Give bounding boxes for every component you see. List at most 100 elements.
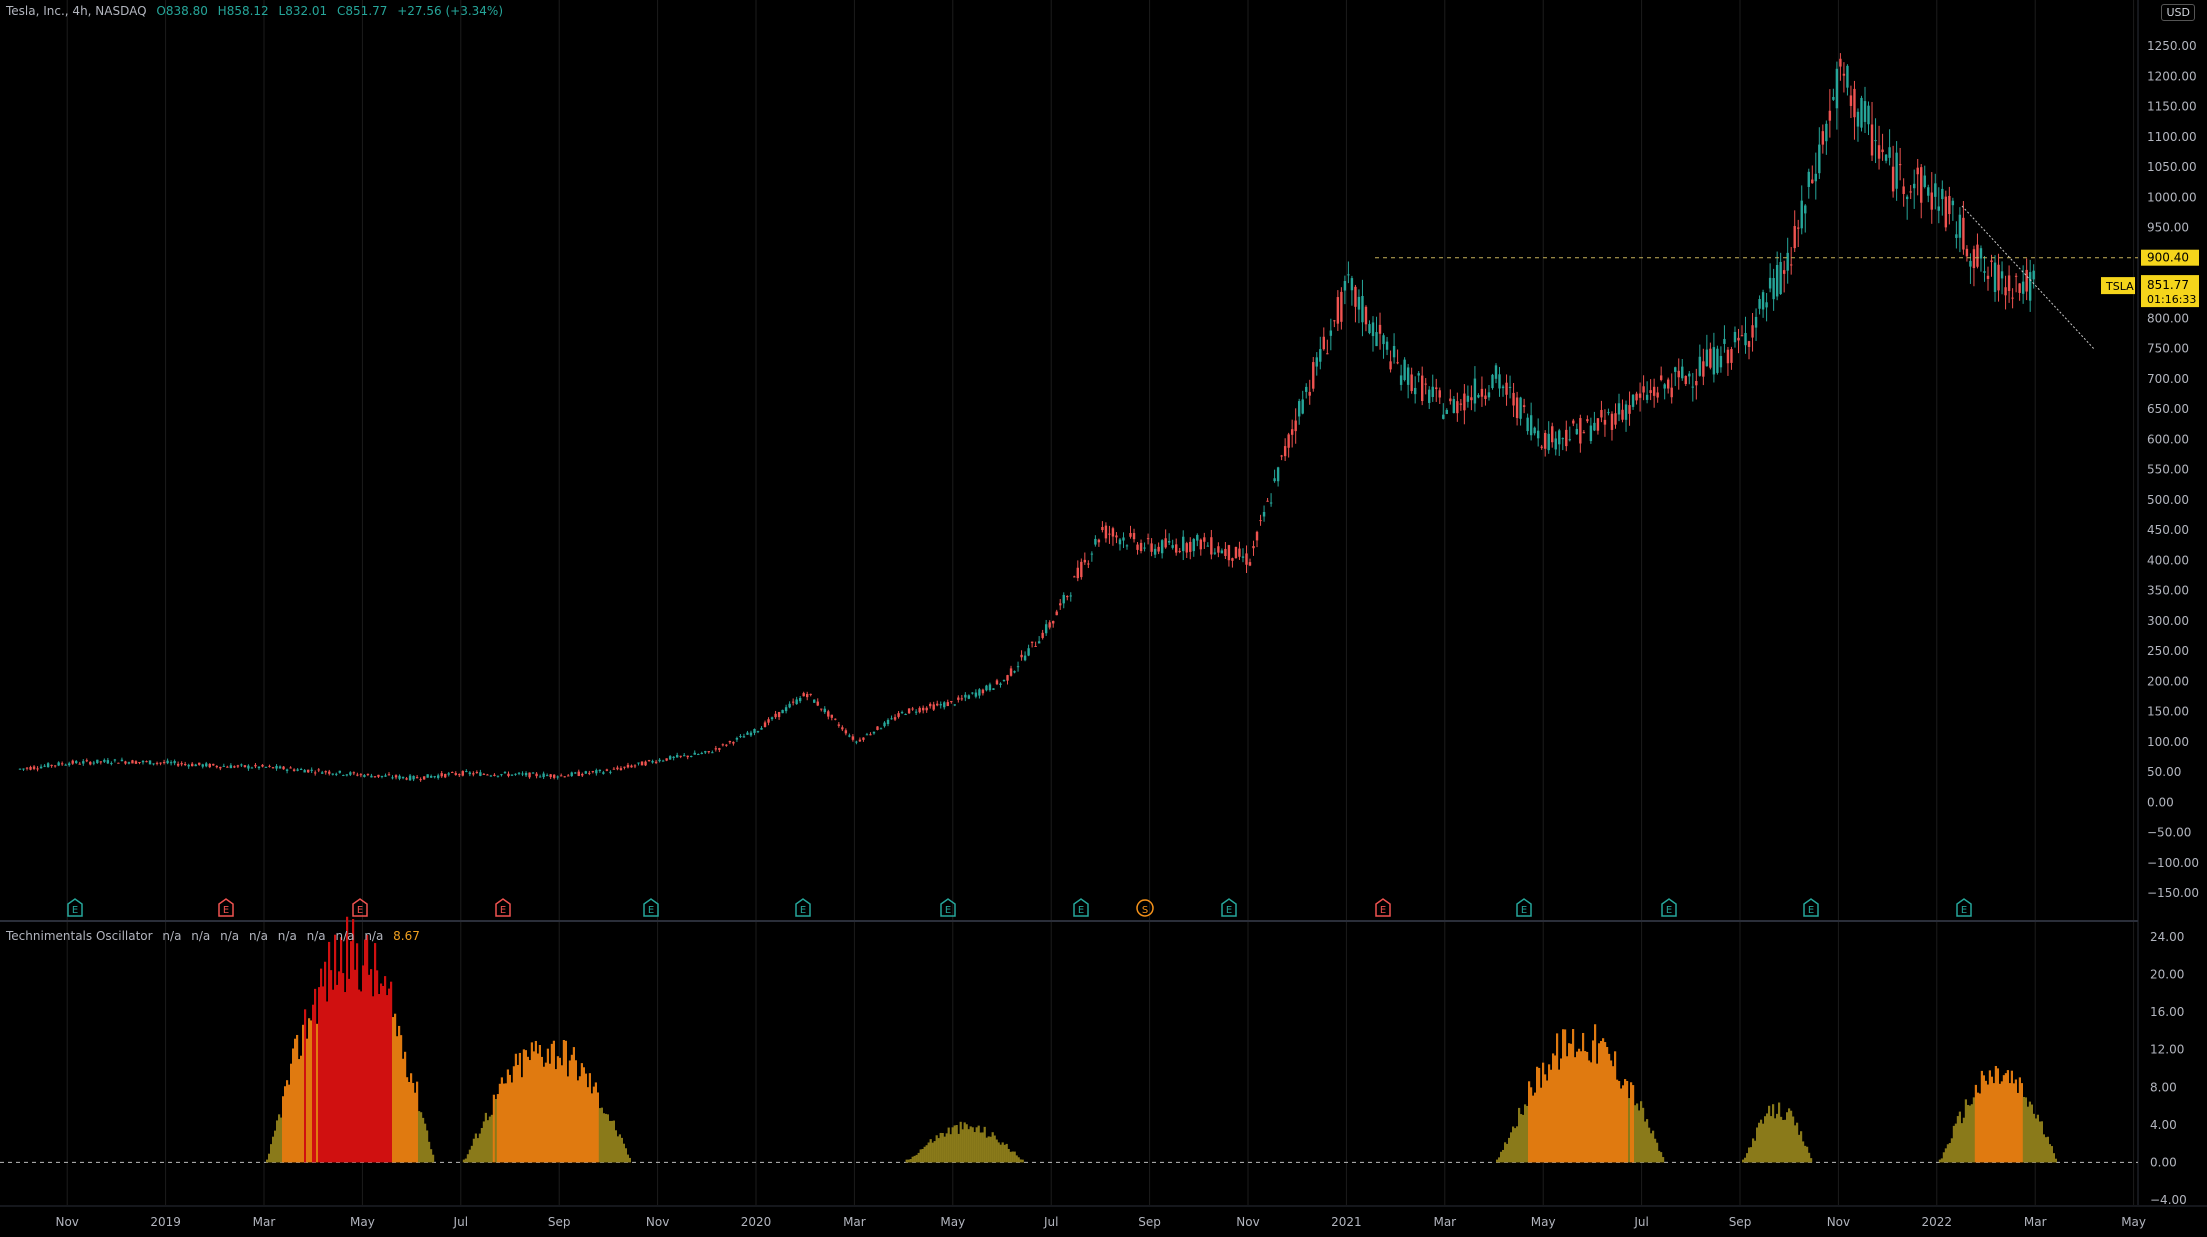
time-axis-label: Mar	[1433, 1215, 1456, 1229]
oscillator-bar	[1019, 1159, 1022, 1163]
candle-body	[556, 776, 559, 778]
candle-body	[1902, 186, 1905, 194]
oscillator-bar	[1628, 1098, 1631, 1163]
oscillator-bar	[496, 1094, 499, 1163]
osc-axis-label: 8.00	[2150, 1080, 2177, 1094]
candle-body	[1737, 337, 1740, 341]
currency-button[interactable]: USD	[2161, 4, 2195, 21]
oscillator-bar	[1520, 1114, 1523, 1163]
trend-line[interactable]	[1961, 205, 2096, 351]
earnings-event-marker[interactable]: E	[1956, 898, 1972, 917]
candle-body	[275, 765, 278, 769]
oscillator-bar	[1660, 1152, 1663, 1163]
candle-body	[222, 765, 226, 767]
earnings-event-marker[interactable]: E	[795, 898, 811, 917]
oscillator-bar	[410, 1073, 413, 1163]
candle-body	[1463, 393, 1466, 411]
oscillator-bar	[1500, 1151, 1503, 1163]
oscillator-bar	[2048, 1144, 2051, 1163]
earnings-event-marker[interactable]: E	[1073, 898, 1089, 917]
candle-body	[465, 770, 468, 772]
candle-body	[1888, 147, 1891, 158]
candle-body	[2014, 275, 2018, 277]
level-price-badge[interactable]	[2141, 249, 2199, 266]
oscillator-bar	[1524, 1104, 1527, 1163]
oscillator-bar	[1624, 1079, 1627, 1163]
candle-body	[644, 761, 647, 766]
earnings-event-marker[interactable]: E	[1375, 898, 1391, 917]
candle-body	[1853, 88, 1856, 118]
candle-body	[602, 772, 605, 774]
split-event-marker[interactable]: S	[1136, 899, 1154, 917]
candle-body	[820, 708, 823, 710]
candle-body	[1435, 387, 1438, 389]
event-marker-letter: E	[72, 905, 78, 916]
oscillator-bar	[1508, 1137, 1511, 1163]
earnings-marker-shape	[1073, 898, 1089, 917]
candle-body	[756, 731, 760, 733]
candle-body	[598, 769, 602, 772]
earnings-event-marker[interactable]: E	[352, 898, 368, 917]
candle-body	[2011, 297, 2014, 299]
symbol-title[interactable]: Tesla, Inc., 4h, NASDAQ	[6, 4, 147, 18]
earnings-event-marker[interactable]: E	[1661, 898, 1677, 917]
candle-body	[1638, 393, 1642, 398]
oscillator-bar	[1620, 1088, 1623, 1163]
oscillator-bar	[316, 1023, 319, 1163]
candle-body	[384, 775, 387, 777]
candle-body	[1793, 226, 1796, 249]
candle-body	[1269, 502, 1273, 504]
earnings-event-marker[interactable]: E	[940, 898, 956, 917]
oscillator-bar	[1654, 1138, 1657, 1163]
oscillator-bar	[540, 1056, 543, 1163]
oscillator-legend[interactable]: Technimentals Oscillator n/a n/a n/a n/a…	[6, 929, 426, 943]
candle-body	[187, 764, 190, 767]
candle-body	[183, 764, 187, 766]
earnings-event-marker[interactable]: E	[1803, 898, 1819, 917]
candle-body	[567, 775, 570, 777]
oscillator-bar	[2050, 1146, 2053, 1163]
price-axis[interactable]: 1250.00 1200.00 1150.00 1100.00 1050.00 1000.…	[2147, 39, 2199, 900]
candle-body	[377, 774, 380, 777]
candle-body	[1023, 655, 1027, 661]
time-axis[interactable]: Nov 2019 Mar May Jul Sep Nov 2020 Mar May Jul Sep No…	[55, 1215, 2146, 1229]
low-value: L832.01	[278, 4, 328, 18]
oscillator-bar	[332, 989, 335, 1163]
symbol-legend[interactable]: Tesla, Inc., 4h, NASDAQ O838.80 H858.12 …	[6, 4, 509, 18]
candle-body	[1740, 335, 1744, 337]
oscillator-bar	[1015, 1155, 1018, 1163]
candle-body	[1449, 398, 1452, 402]
candle-body	[110, 763, 113, 765]
oscillator-bar	[1544, 1074, 1547, 1163]
candle-body	[1719, 355, 1723, 368]
oscillator-name[interactable]: Technimentals Oscillator	[6, 929, 153, 943]
candle-body	[292, 769, 296, 771]
earnings-event-marker[interactable]: E	[67, 898, 83, 917]
candle-body	[563, 776, 566, 778]
earnings-event-marker[interactable]: E	[495, 898, 511, 917]
candle-body	[1164, 538, 1167, 548]
oscillator-bar	[1988, 1070, 1991, 1163]
price-axis-label: 1150.00	[2147, 100, 2197, 114]
oscillator-bar	[1970, 1104, 1973, 1163]
oscillator-bar	[1592, 1040, 1595, 1163]
oscillator-bar	[512, 1066, 515, 1163]
oscillator-bar	[400, 1035, 403, 1163]
earnings-event-marker[interactable]: E	[643, 898, 659, 917]
candle-body	[1442, 414, 1445, 419]
candle-body	[1744, 333, 1747, 346]
oscillator-bar	[1658, 1150, 1661, 1163]
candle-body	[1782, 270, 1786, 274]
symbol-tag[interactable]	[2101, 277, 2135, 295]
earnings-event-marker[interactable]: E	[218, 898, 234, 917]
oscillator-bar	[1954, 1123, 1957, 1163]
candle-body	[243, 765, 247, 768]
last-price-badge[interactable]	[2141, 275, 2199, 308]
earnings-event-marker[interactable]: E	[1221, 898, 1237, 917]
earnings-event-marker[interactable]: E	[1516, 898, 1532, 917]
oscillator-axis[interactable]: 24.00 20.00 16.00 12.00 8.00 4.00 0.00 −4.00	[2150, 930, 2187, 1207]
oscillator-bar	[1606, 1047, 1609, 1163]
